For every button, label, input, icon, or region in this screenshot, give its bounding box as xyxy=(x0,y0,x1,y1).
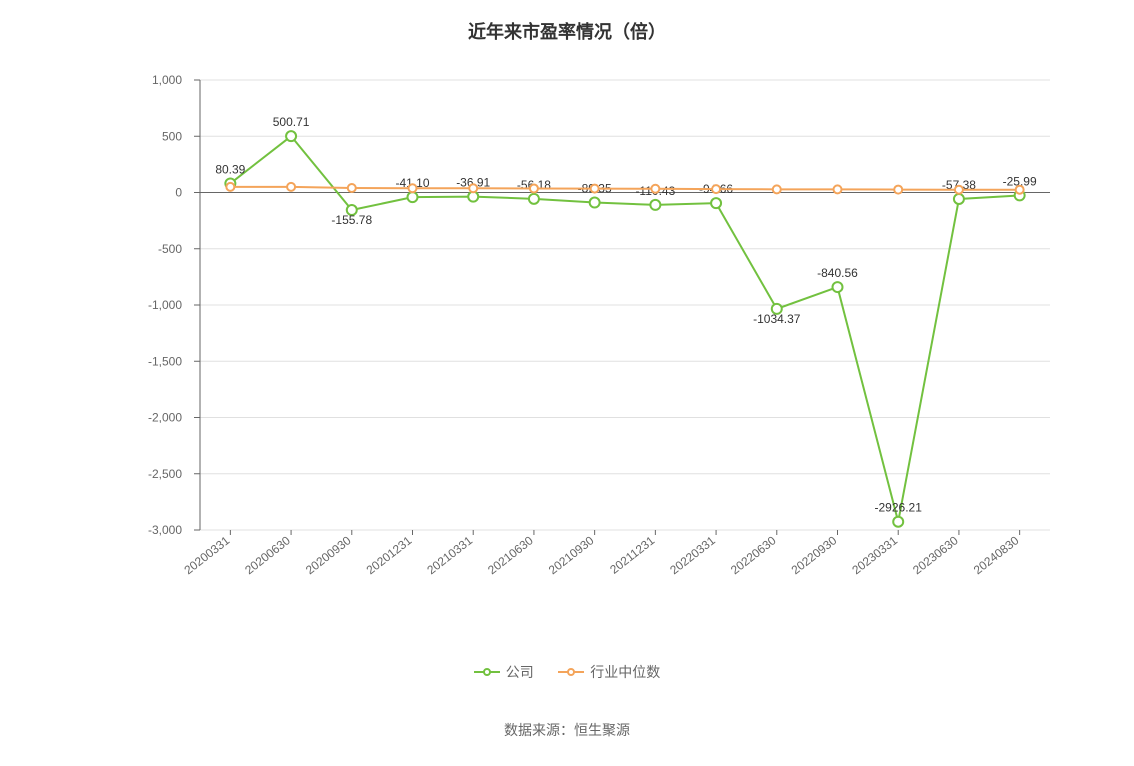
svg-text:-155.78: -155.78 xyxy=(331,213,372,227)
svg-text:-2,500: -2,500 xyxy=(148,467,182,481)
svg-text:20220930: 20220930 xyxy=(789,533,840,577)
svg-text:-1,500: -1,500 xyxy=(148,354,182,368)
legend: 公司 行业中位数 xyxy=(0,662,1134,683)
svg-text:0: 0 xyxy=(175,186,182,200)
legend-label: 行业中位数 xyxy=(590,662,660,682)
svg-text:-2926.21: -2926.21 xyxy=(875,501,923,515)
svg-text:-500: -500 xyxy=(158,242,182,256)
svg-text:20210930: 20210930 xyxy=(546,533,597,577)
svg-text:20240830: 20240830 xyxy=(971,533,1022,577)
svg-text:20211231: 20211231 xyxy=(607,533,657,577)
svg-text:-1,000: -1,000 xyxy=(148,298,182,312)
svg-text:20210630: 20210630 xyxy=(485,533,536,577)
svg-text:20220630: 20220630 xyxy=(728,533,779,577)
svg-text:-3,000: -3,000 xyxy=(148,523,182,537)
svg-text:20200630: 20200630 xyxy=(242,533,293,577)
svg-text:20230331: 20230331 xyxy=(849,533,900,577)
svg-text:20200930: 20200930 xyxy=(303,533,354,577)
svg-text:20201231: 20201231 xyxy=(364,533,415,577)
legend-item-median: 行业中位数 xyxy=(558,662,660,682)
svg-text:20230630: 20230630 xyxy=(910,533,961,577)
legend-label: 公司 xyxy=(506,662,534,682)
legend-swatch-company xyxy=(474,666,500,678)
legend-swatch-median xyxy=(558,666,584,678)
svg-text:20210331: 20210331 xyxy=(424,533,475,577)
data-source-label: 数据来源：恒生聚源 xyxy=(0,720,1134,740)
chart-svg: -3,000-2,500-2,000-1,500-1,000-50005001,… xyxy=(200,80,1060,570)
svg-text:-1034.37: -1034.37 xyxy=(753,312,801,326)
svg-text:-840.56: -840.56 xyxy=(817,266,858,280)
svg-text:-2,000: -2,000 xyxy=(148,411,182,425)
svg-text:1,000: 1,000 xyxy=(152,73,182,87)
legend-item-company: 公司 xyxy=(474,662,534,682)
svg-text:500.71: 500.71 xyxy=(273,115,310,129)
svg-text:80.39: 80.39 xyxy=(215,162,245,176)
chart-title: 近年来市盈率情况（倍） xyxy=(0,0,1134,44)
chart-area: -3,000-2,500-2,000-1,500-1,000-50005001,… xyxy=(200,80,1060,570)
svg-text:20200331: 20200331 xyxy=(182,533,233,577)
svg-text:20220331: 20220331 xyxy=(667,533,718,577)
svg-text:500: 500 xyxy=(162,129,182,143)
